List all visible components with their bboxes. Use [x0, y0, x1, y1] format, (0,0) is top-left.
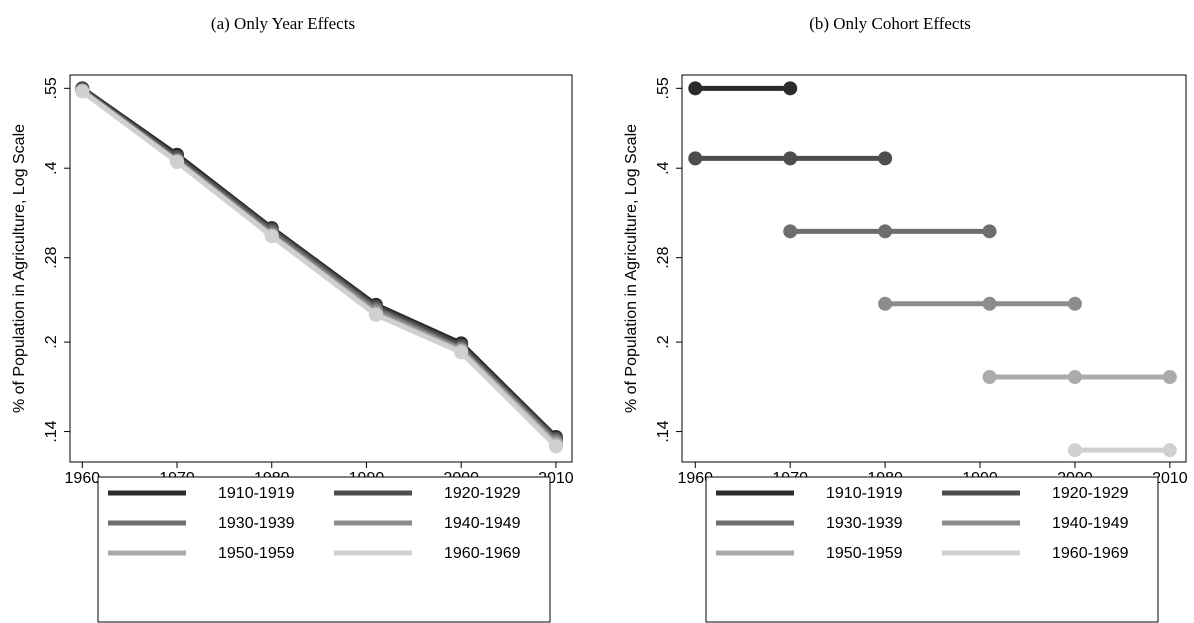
- y-tick-label: .4: [655, 161, 672, 174]
- panel-title: (a) Only Year Effects: [211, 14, 355, 33]
- plot-frame: [681, 74, 1187, 463]
- y-tick-label: .14: [43, 420, 60, 442]
- data-point: [982, 370, 997, 385]
- data-point: [1067, 370, 1082, 385]
- y-tick-label: .55: [655, 77, 672, 99]
- data-point: [368, 307, 383, 322]
- legend-label: 1950-1959: [218, 545, 295, 562]
- data-point: [688, 81, 703, 96]
- data-point: [454, 345, 469, 360]
- y-tick-label: .28: [655, 246, 672, 268]
- data-point: [170, 155, 185, 170]
- data-point: [878, 224, 893, 239]
- data-point: [878, 151, 893, 166]
- y-tick-label: .55: [43, 77, 60, 99]
- data-point: [982, 224, 997, 239]
- data-point: [1067, 443, 1082, 458]
- legend-label: 1910-1919: [826, 485, 903, 502]
- x-tick-label: 1960: [65, 470, 101, 487]
- legend-label: 1930-1939: [826, 515, 903, 532]
- y-axis-label: % of Population in Agriculture, Log Scal…: [11, 124, 28, 413]
- legend-label: 1940-1949: [1052, 515, 1129, 532]
- data-point: [982, 296, 997, 311]
- y-tick-label: .28: [43, 246, 60, 268]
- data-point: [688, 151, 703, 166]
- legend-label: 1920-1929: [1052, 485, 1129, 502]
- legend-box: [97, 476, 551, 623]
- legend-label: 1930-1939: [218, 515, 295, 532]
- data-point: [1067, 296, 1082, 311]
- legend-label: 1950-1959: [826, 545, 903, 562]
- x-tick-label: 2010: [1152, 470, 1188, 487]
- y-axis-label: % of Population in Agriculture, Log Scal…: [623, 124, 640, 413]
- x-tick-label: 1960: [677, 470, 713, 487]
- data-point: [783, 81, 798, 96]
- data-point: [75, 84, 90, 99]
- series-line: [80, 89, 558, 449]
- legend-label: 1960-1969: [444, 545, 521, 562]
- legend-label: 1940-1949: [444, 515, 521, 532]
- legend-label: 1910-1919: [218, 485, 295, 502]
- data-point: [1162, 443, 1177, 458]
- data-point: [878, 296, 893, 311]
- y-tick-label: .4: [43, 161, 60, 174]
- panel-title: (b) Only Cohort Effects: [809, 14, 971, 33]
- plot-frame: [69, 74, 573, 463]
- data-point: [264, 229, 279, 244]
- data-point: [783, 224, 798, 239]
- legend-label: 1960-1969: [1052, 545, 1129, 562]
- data-point: [548, 439, 563, 454]
- data-point: [783, 151, 798, 166]
- y-tick-label: .14: [655, 420, 672, 442]
- legend-box: [705, 476, 1159, 623]
- y-tick-label: .2: [43, 335, 60, 348]
- legend-label: 1920-1929: [444, 485, 521, 502]
- data-point: [1162, 370, 1177, 385]
- y-tick-label: .2: [655, 335, 672, 348]
